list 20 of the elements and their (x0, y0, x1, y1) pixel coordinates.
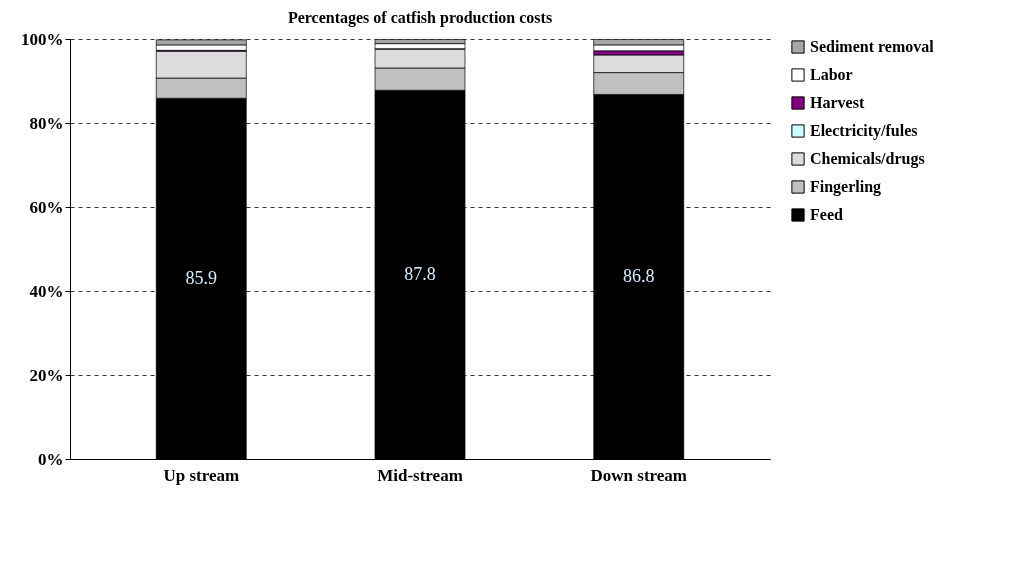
chart-title: Percentages of catfish production costs (287, 9, 553, 27)
legend-label: Feed (810, 206, 843, 223)
y-tick-label: 60% (29, 197, 64, 217)
data-label: 86.8 (623, 265, 655, 286)
y-tick-label: 20% (29, 365, 64, 385)
y-tick-label: 80% (29, 113, 64, 133)
x-tick-label: Mid-stream (377, 465, 463, 485)
legend-label: Fingerling (810, 178, 882, 196)
x-tick-label: Up stream (163, 465, 240, 485)
legend-label: Electricity/fules (810, 122, 918, 140)
data-label: 85.9 (185, 267, 217, 288)
legend-label: Chemicals/drugs (810, 150, 925, 168)
data-label: 87.8 (404, 263, 436, 284)
y-tick-label: 100% (21, 29, 64, 49)
x-tick-label: Down stream (590, 465, 687, 485)
legend-label: Labor (810, 66, 853, 83)
y-tick-label: 40% (29, 281, 64, 301)
legend-label: Harvest (810, 94, 865, 111)
y-tick-label: 0% (38, 449, 64, 469)
legend-label: Sediment removal (810, 38, 935, 55)
